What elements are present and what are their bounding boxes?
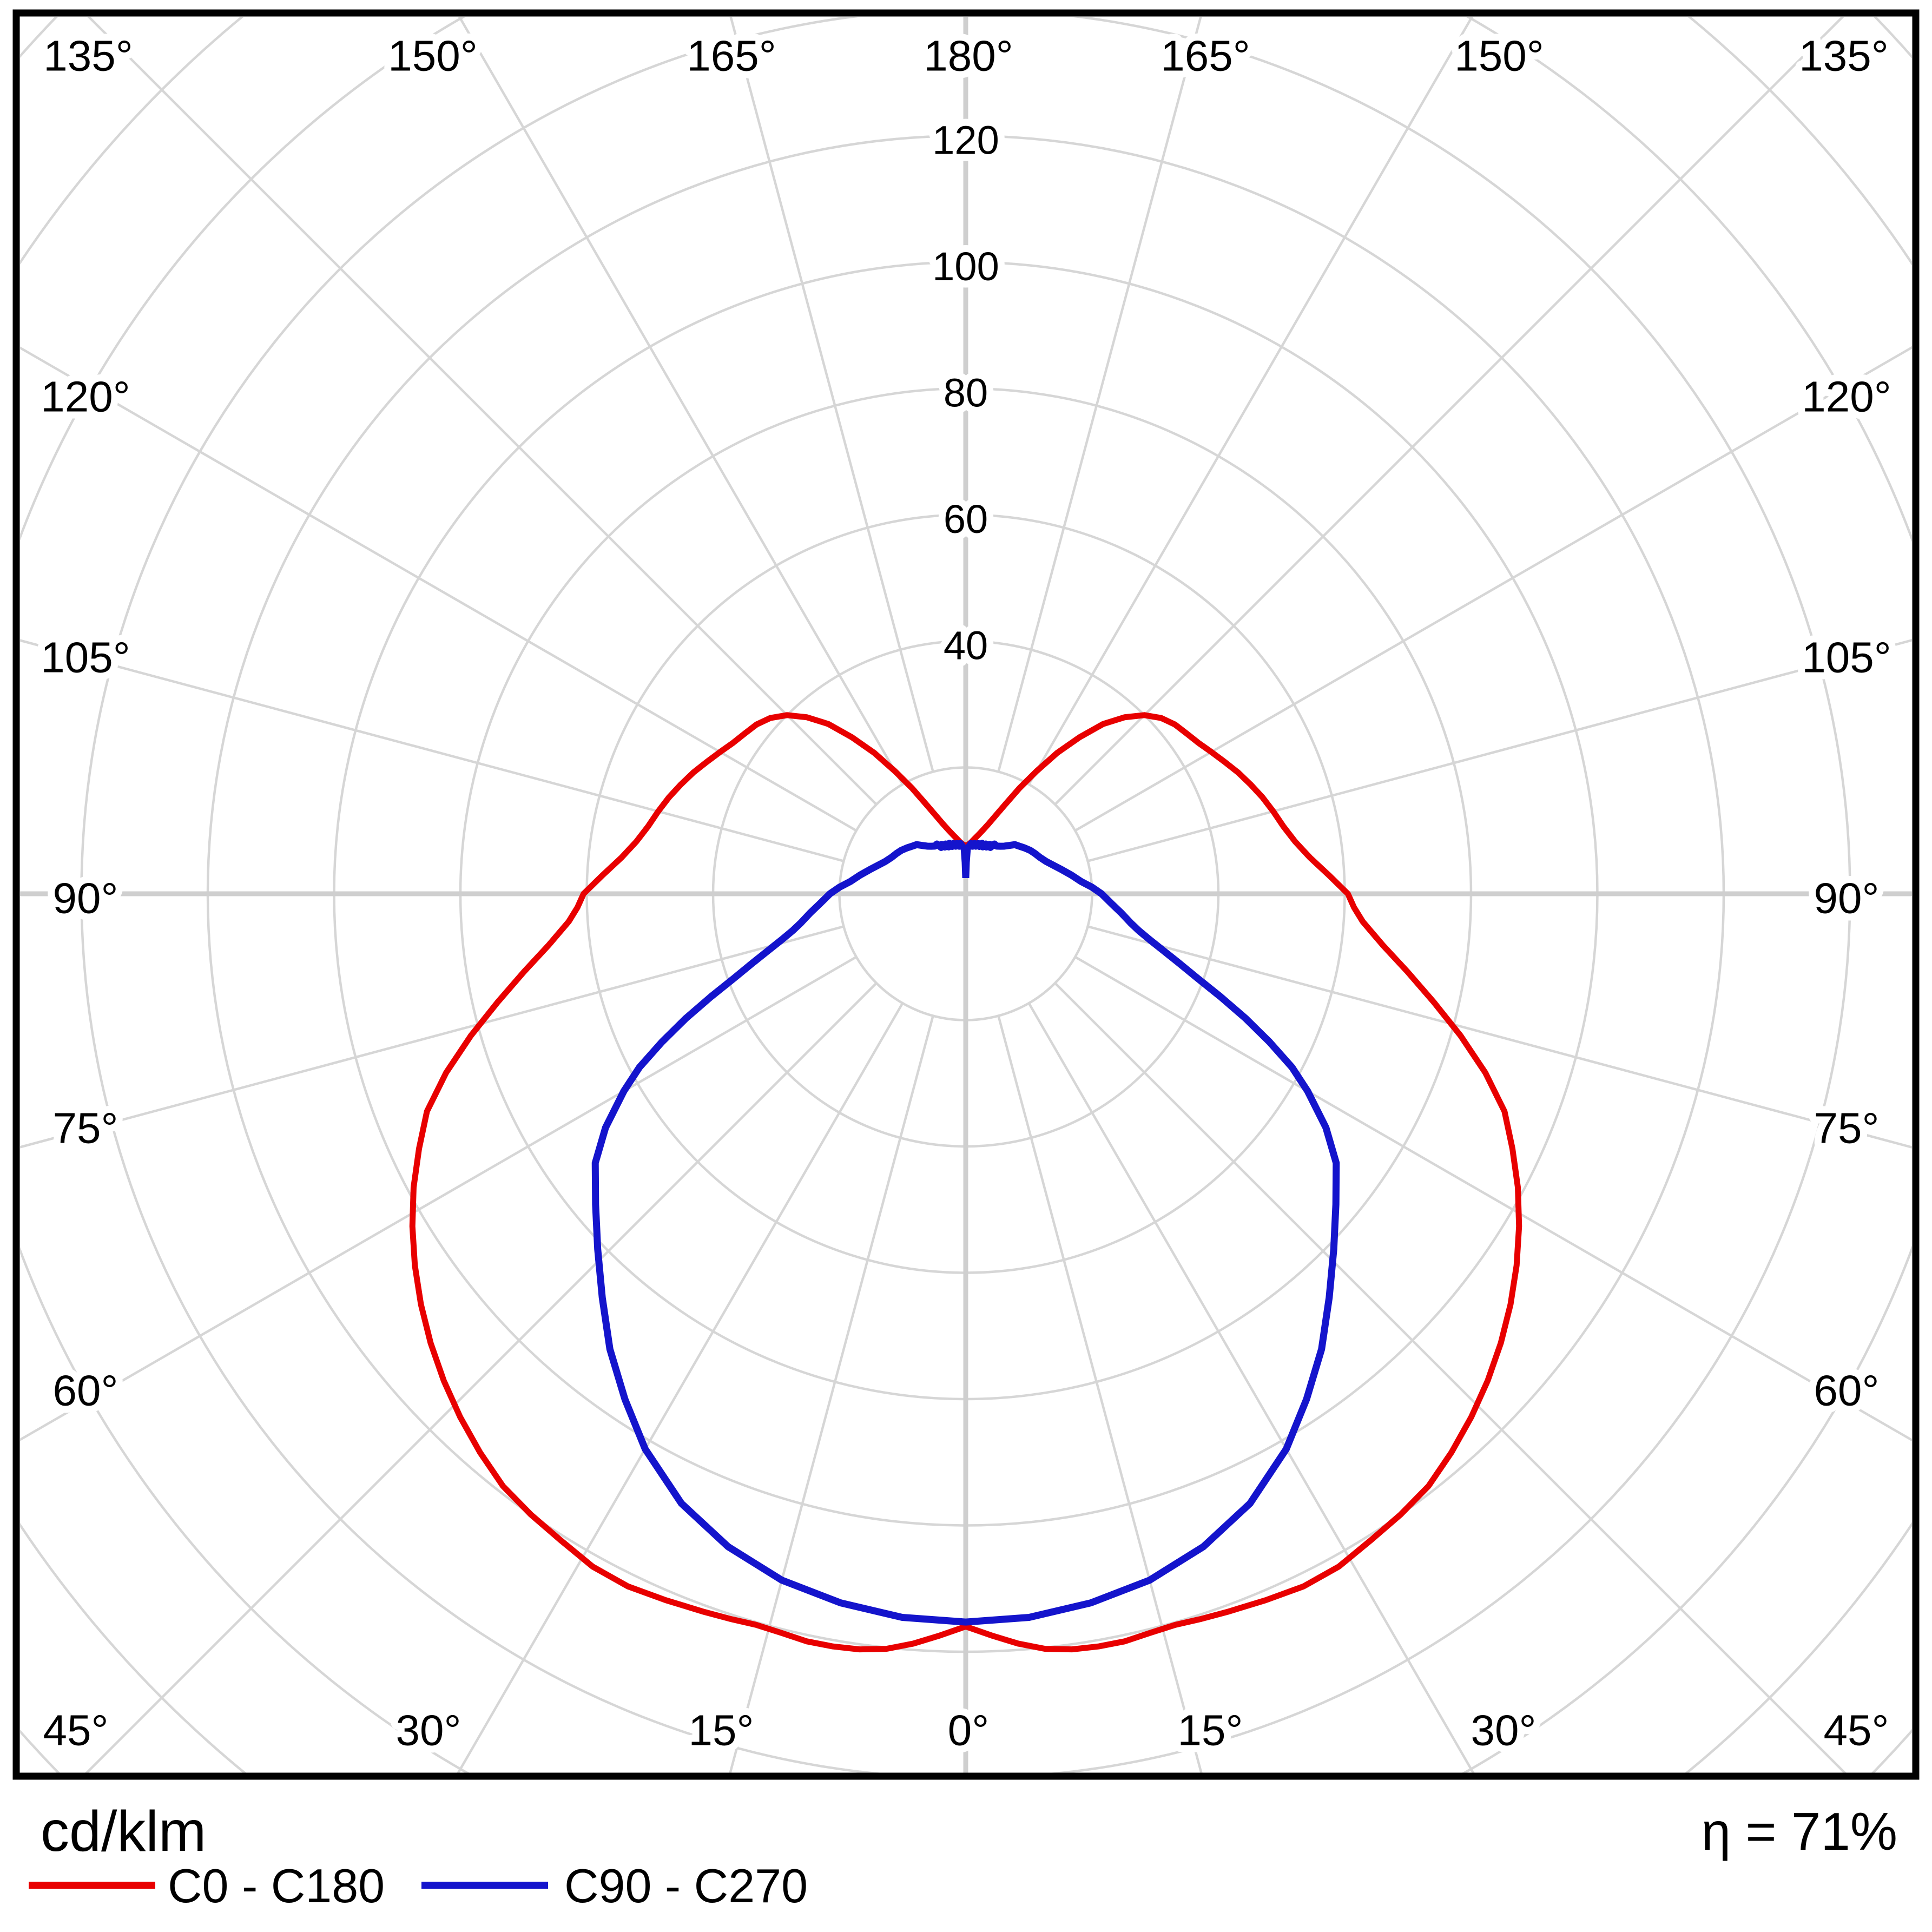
angle-label-bottom: 45° xyxy=(1824,1706,1889,1755)
curve-c0-c180 xyxy=(409,712,1522,1653)
angle-label-left: 75° xyxy=(53,1104,118,1152)
angle-label-bottom: 0° xyxy=(948,1706,989,1755)
polar-spoke xyxy=(458,17,904,785)
polar-spoke xyxy=(20,639,845,862)
legend-line-c0-c180-swatch xyxy=(29,1882,155,1889)
angle-label-top: 135° xyxy=(1799,32,1888,80)
legend-line-c90-c270-swatch xyxy=(421,1882,548,1889)
plot-frame xyxy=(12,9,1920,1780)
angle-label-right: 60° xyxy=(1814,1367,1880,1415)
efficiency-label: η = 71% xyxy=(1701,1802,1897,1861)
angle-label-left: 90° xyxy=(53,874,118,922)
polar-spoke xyxy=(1054,17,1845,806)
radial-tick-label: 80 xyxy=(944,371,988,416)
angle-label-right: 90° xyxy=(1814,874,1880,922)
angle-label-bottom: 15° xyxy=(1178,1706,1243,1755)
angle-label-left: 60° xyxy=(53,1367,118,1415)
angle-label-right: 75° xyxy=(1814,1104,1880,1152)
polar-spoke xyxy=(1027,1003,1475,1773)
polar-spoke xyxy=(997,17,1202,773)
angle-label-top: 180° xyxy=(924,32,1013,80)
angle-label-left: 120° xyxy=(41,373,130,421)
polar-spoke xyxy=(1054,982,1847,1773)
polar-spoke xyxy=(1074,346,1912,832)
angle-label-right: 120° xyxy=(1802,373,1891,421)
polar-spoke xyxy=(1087,639,1912,862)
angle-label-top: 165° xyxy=(1160,32,1250,80)
angle-label-bottom: 30° xyxy=(1471,1706,1537,1755)
polar-spoke xyxy=(87,17,878,806)
polar-spoke xyxy=(1027,17,1474,785)
radial-tick-label: 100 xyxy=(932,244,999,289)
polar-spoke xyxy=(997,1015,1203,1773)
angle-label-right: 105° xyxy=(1802,634,1891,682)
units-label: cd/klm xyxy=(41,1799,207,1863)
polar-spoke xyxy=(20,955,857,1441)
angle-label-top: 135° xyxy=(43,32,133,80)
radial-tick-label: 40 xyxy=(944,623,988,668)
polar-spoke xyxy=(457,1003,904,1773)
legend-label-c90-c270: C90 - C270 xyxy=(564,1859,808,1913)
polar-spoke xyxy=(20,925,845,1149)
angle-label-top: 150° xyxy=(388,32,477,80)
angle-label-top: 165° xyxy=(687,32,776,80)
polar-spoke xyxy=(20,346,857,832)
polar-spoke xyxy=(84,982,878,1773)
angle-label-top: 150° xyxy=(1454,32,1544,80)
polar-spoke xyxy=(729,17,934,773)
radial-tick-label: 60 xyxy=(944,497,988,542)
angle-label-bottom: 45° xyxy=(43,1706,109,1755)
angle-label-left: 105° xyxy=(41,634,130,682)
polar-spoke xyxy=(1087,925,1912,1149)
legend-label-c0-c180: C0 - C180 xyxy=(168,1859,385,1913)
polar-spoke xyxy=(1074,955,1912,1442)
legend: C0 - C180 C90 - C270 xyxy=(0,1855,1932,1920)
radial-tick-label: 120 xyxy=(932,118,999,163)
polar-spoke xyxy=(729,1015,934,1773)
angle-label-bottom: 15° xyxy=(689,1706,754,1755)
curve-c90-c270 xyxy=(591,840,1340,1626)
angle-label-bottom: 30° xyxy=(396,1706,461,1755)
